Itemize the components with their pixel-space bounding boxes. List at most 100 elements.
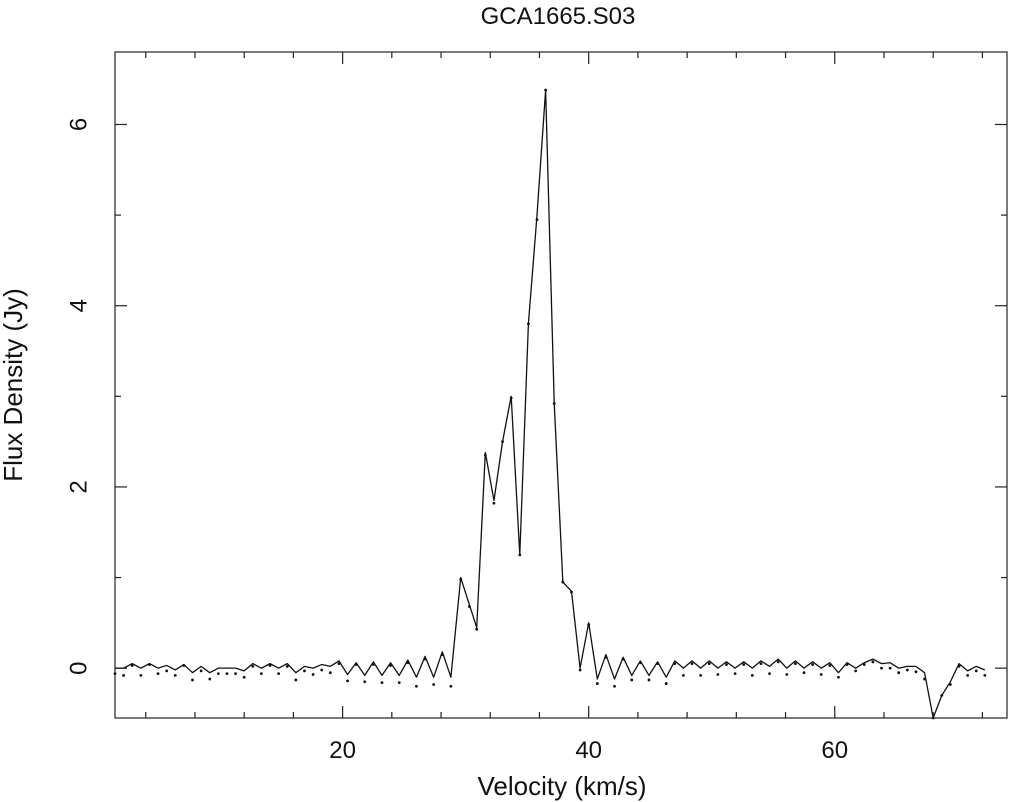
data-point	[260, 672, 263, 675]
data-point	[974, 669, 978, 673]
data-point	[570, 590, 573, 594]
data-point	[191, 678, 194, 682]
data-point	[871, 660, 875, 664]
data-point	[148, 663, 151, 666]
data-point	[311, 673, 315, 676]
data-point	[888, 666, 892, 670]
data-point	[561, 580, 565, 584]
data-point	[251, 664, 255, 668]
data-point	[320, 668, 324, 672]
data-point	[303, 669, 306, 673]
data-point	[845, 663, 849, 666]
data-point	[380, 681, 384, 685]
data-point	[707, 662, 711, 666]
data-point	[793, 662, 797, 666]
data-point	[733, 672, 737, 675]
x-axis-label: Velocity (km/s)	[477, 771, 646, 801]
data-point	[552, 402, 556, 405]
data-point	[750, 674, 754, 677]
data-point	[837, 675, 840, 679]
data-point	[544, 88, 548, 92]
series-layer	[113, 88, 987, 720]
data-point	[234, 672, 237, 675]
data-point	[415, 684, 418, 688]
axis-ticks	[115, 52, 1007, 718]
data-point	[716, 673, 720, 676]
data-point	[294, 678, 298, 682]
data-point	[423, 657, 427, 661]
data-point	[664, 682, 668, 685]
data-point	[604, 655, 608, 659]
data-point	[682, 674, 685, 677]
data-point	[811, 663, 815, 666]
data-point	[957, 664, 961, 668]
data-point	[389, 664, 392, 667]
data-point	[242, 675, 246, 679]
data-point	[199, 669, 203, 673]
data-point	[139, 674, 143, 677]
data-point	[587, 623, 591, 627]
data-point	[216, 672, 220, 675]
data-point	[432, 683, 436, 686]
data-point	[630, 678, 634, 682]
y-tick-label: 6	[66, 118, 93, 131]
data-point	[578, 668, 582, 672]
chart-title: GCA1665.S03	[481, 3, 636, 30]
data-point	[173, 674, 177, 677]
data-point	[509, 396, 513, 400]
data-point	[501, 440, 504, 444]
data-point	[483, 453, 487, 457]
data-point	[346, 679, 349, 683]
data-point	[940, 693, 944, 697]
data-point	[475, 627, 479, 631]
data-point	[397, 681, 401, 685]
data-point	[897, 671, 901, 675]
y-tick-label: 0	[66, 661, 93, 674]
data-point	[923, 677, 926, 681]
data-point	[742, 663, 746, 666]
y-tick-label: 4	[66, 299, 93, 312]
data-point	[165, 669, 169, 673]
data-point	[337, 662, 341, 666]
data-point	[492, 501, 496, 505]
data-point	[673, 662, 677, 666]
data-point	[208, 677, 212, 681]
tick-labels: 20 40 60 0 2 4 6	[66, 118, 849, 764]
data-point	[931, 716, 935, 720]
x-tick-label: 20	[329, 737, 356, 764]
data-point	[785, 673, 789, 676]
spectrum-line	[115, 89, 986, 719]
data-point	[182, 664, 186, 667]
data-point	[527, 322, 530, 326]
data-point	[759, 662, 763, 666]
data-point	[328, 671, 332, 675]
data-point	[595, 682, 599, 685]
data-point	[914, 670, 918, 674]
data-point	[768, 672, 771, 675]
data-point	[459, 577, 463, 581]
data-point	[647, 678, 651, 682]
data-point	[966, 674, 970, 677]
data-point	[113, 672, 117, 675]
data-point	[819, 673, 823, 676]
data-point	[122, 674, 126, 677]
data-point	[638, 661, 642, 665]
data-point	[156, 672, 160, 675]
data-point	[983, 674, 987, 677]
data-point	[613, 684, 616, 688]
data-point	[406, 661, 410, 665]
data-point	[854, 669, 858, 673]
data-point	[363, 680, 367, 684]
data-point	[440, 653, 444, 656]
data-point	[776, 660, 780, 664]
data-point	[862, 663, 866, 666]
data-point	[285, 664, 289, 668]
data-point	[225, 672, 229, 675]
data-point	[905, 668, 909, 672]
spectrum-points	[113, 88, 987, 720]
data-point	[690, 662, 694, 666]
data-point	[467, 605, 471, 608]
y-tick-label: 2	[66, 480, 93, 493]
plot-frame	[114, 51, 1008, 719]
data-point	[880, 666, 883, 670]
